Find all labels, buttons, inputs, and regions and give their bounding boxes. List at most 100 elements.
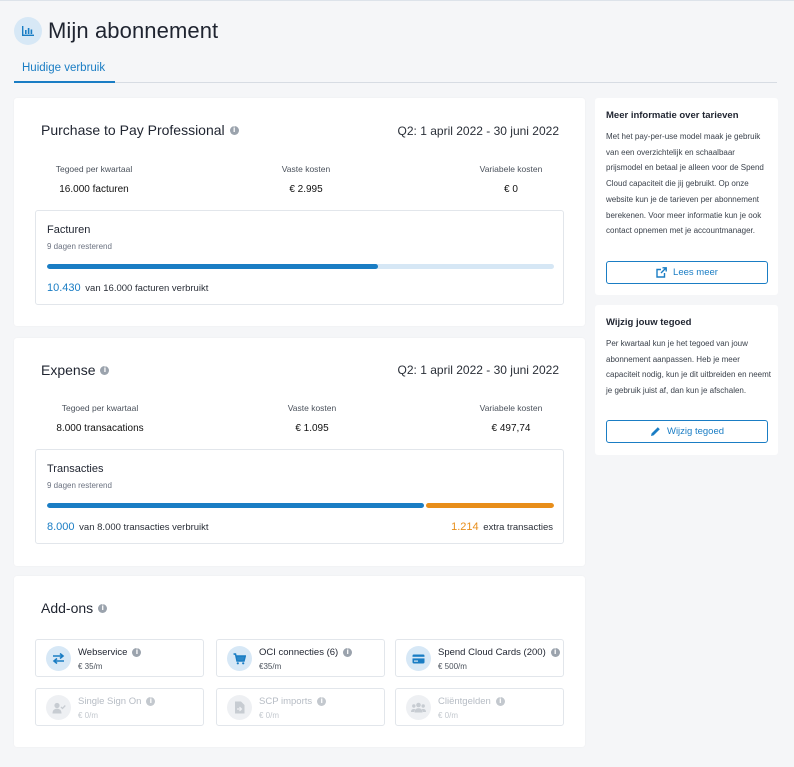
usage-extra-text: extra transacties: [483, 522, 553, 533]
pencil-icon: [650, 427, 660, 436]
usage-extra-summary: 1.214 extra transacties: [451, 521, 553, 533]
change-credit-text: Per kwartaal kun je het tegoed van jouw …: [606, 339, 771, 396]
addon-name-text: Cliëntgelden: [438, 696, 491, 707]
addon-price: € 0/m: [78, 711, 99, 720]
credit-card-icon: [406, 646, 431, 671]
change-credit-card: Wijzig jouw tegoed Per kwartaal kun je h…: [595, 305, 778, 455]
addon-name-text: Spend Cloud Cards (200): [438, 647, 546, 658]
stat-value: € 497,74: [491, 423, 531, 434]
change-credit-label: Wijzig tegoed: [666, 426, 725, 437]
info-icon[interactable]: i: [550, 648, 560, 657]
page-title: Mijn abonnement: [48, 18, 219, 43]
stat-label: Variabele kosten: [479, 403, 543, 413]
info-icon[interactable]: i: [146, 697, 156, 706]
usage-progress-track: [47, 503, 554, 508]
addon-name: Single Sign On i: [78, 696, 156, 707]
facturen-usage-box: Facturen 9 dagen resterend 10.430 van 16…: [35, 210, 564, 305]
page-header: Mijn abonnement: [14, 16, 218, 46]
stat-variable-costs: Variabele kosten € 497,74: [451, 403, 571, 434]
usage-progress-fill: [47, 264, 378, 269]
stat-value: € 1.095: [295, 423, 329, 434]
user-check-icon: [46, 695, 71, 720]
info-icon[interactable]: i: [495, 697, 505, 706]
cart-icon: [227, 646, 252, 671]
change-credit-title: Wijzig jouw tegoed: [606, 317, 692, 328]
addon-webservice[interactable]: Webservice i € 35/m: [35, 639, 204, 677]
info-icon[interactable]: i: [98, 603, 108, 613]
addon-spend-cloud-cards[interactable]: Spend Cloud Cards (200) i € 500/m: [395, 639, 564, 677]
stat-credit: Tegoed per kwartaal 8.000 transacations: [40, 403, 160, 434]
addon-price: € 500/m: [438, 662, 467, 671]
expense-card: Expense i Q2: 1 april 2022 - 30 juni 202…: [14, 338, 585, 566]
users-icon: [406, 695, 431, 720]
p2p-title-text: Purchase to Pay Professional: [41, 122, 225, 138]
stat-value: 16.000 facturen: [59, 184, 129, 195]
usage-progress-fill: [47, 503, 424, 508]
stat-value: € 0: [504, 184, 518, 195]
addon-name: SCP imports i: [259, 696, 327, 707]
addon-name-text: OCI connecties (6): [259, 647, 339, 658]
addons-title: Add-ons i: [41, 600, 108, 616]
addons-title-text: Add-ons: [41, 600, 94, 616]
info-icon[interactable]: i: [132, 648, 142, 657]
read-more-label: Lees meer: [673, 267, 718, 278]
tariffs-info-card: Meer informatie over tarieven Met het pa…: [595, 98, 778, 295]
usage-remaining: 9 dagen resterend: [47, 481, 112, 490]
transacties-usage-box: Transacties 9 dagen resterend 8.000 van …: [35, 449, 564, 544]
tab-bar: Huidige verbruik: [14, 58, 777, 83]
info-icon[interactable]: i: [343, 648, 353, 657]
info-icon[interactable]: i: [100, 365, 110, 375]
usage-extra-count: 1.214: [451, 521, 479, 533]
p2p-period: Q2: 1 april 2022 - 30 juni 2022: [397, 124, 559, 138]
usage-remaining: 9 dagen resterend: [47, 242, 112, 251]
addon-name-text: Webservice: [78, 647, 128, 658]
usage-progress-track: [47, 264, 554, 269]
addon-name-text: SCP imports: [259, 696, 313, 707]
stat-label: Vaste kosten: [281, 164, 331, 174]
usage-summary: 10.430 van 16.000 facturen verbruikt: [47, 282, 208, 294]
addon-price: € 0/m: [438, 711, 459, 720]
usage-extra-fill: [426, 503, 554, 508]
addon-name: Spend Cloud Cards (200) i: [438, 647, 560, 658]
p2p-title: Purchase to Pay Professional i: [41, 122, 239, 138]
usage-summary: 8.000 van 8.000 transacties verbruikt: [47, 521, 209, 533]
usage-used-count: 8.000: [47, 521, 75, 533]
addon-single-sign-on[interactable]: Single Sign On i € 0/m: [35, 688, 204, 726]
stat-label: Variabele kosten: [479, 164, 543, 174]
usage-title: Facturen: [47, 224, 91, 236]
read-more-button[interactable]: Lees meer: [606, 261, 768, 284]
expense-title: Expense i: [41, 362, 110, 378]
stat-label: Vaste kosten: [287, 403, 337, 413]
addon-price: €35/m: [259, 662, 282, 671]
swap-arrows-icon: [46, 646, 71, 671]
addon-price: € 35/m: [78, 662, 103, 671]
tariffs-info-title: Meer informatie over tarieven: [606, 110, 739, 121]
stat-fixed-costs: Vaste kosten € 2.995: [246, 164, 366, 195]
bar-chart-icon: [14, 17, 42, 45]
addon-clientgelden[interactable]: Cliëntgelden i € 0/m: [395, 688, 564, 726]
stat-label: Tegoed per kwartaal: [55, 164, 133, 174]
info-icon[interactable]: i: [229, 125, 239, 135]
stat-variable-costs: Variabele kosten € 0: [451, 164, 571, 195]
tariffs-info-text: Met het pay-per-use model maak je gebrui…: [606, 132, 764, 236]
expense-title-text: Expense: [41, 362, 96, 378]
addon-scp-imports[interactable]: SCP imports i € 0/m: [216, 688, 385, 726]
addon-oci-connecties[interactable]: OCI connecties (6) i €35/m: [216, 639, 385, 677]
change-credit-button[interactable]: Wijzig tegoed: [606, 420, 768, 443]
expense-period: Q2: 1 april 2022 - 30 juni 2022: [397, 363, 559, 377]
addon-name: OCI connecties (6) i: [259, 647, 353, 658]
info-icon[interactable]: i: [317, 697, 327, 706]
addon-name: Cliëntgelden i: [438, 696, 505, 707]
stat-value: 8.000 transacations: [56, 423, 144, 434]
stat-value: € 2.995: [289, 184, 323, 195]
addon-price: € 0/m: [259, 711, 280, 720]
usage-used-text: van 8.000 transacties verbruikt: [79, 522, 209, 533]
stat-fixed-costs: Vaste kosten € 1.095: [252, 403, 372, 434]
usage-title: Transacties: [47, 463, 104, 475]
stat-credit: Tegoed per kwartaal 16.000 facturen: [34, 164, 154, 195]
external-link-icon: [656, 267, 667, 278]
addons-card: Add-ons i Webservice i € 35/m OCI connect…: [14, 576, 585, 747]
tab-huidige-verbruik[interactable]: Huidige verbruik: [14, 58, 115, 83]
file-import-icon: [227, 695, 252, 720]
usage-used-text: van 16.000 facturen verbruikt: [85, 283, 209, 294]
